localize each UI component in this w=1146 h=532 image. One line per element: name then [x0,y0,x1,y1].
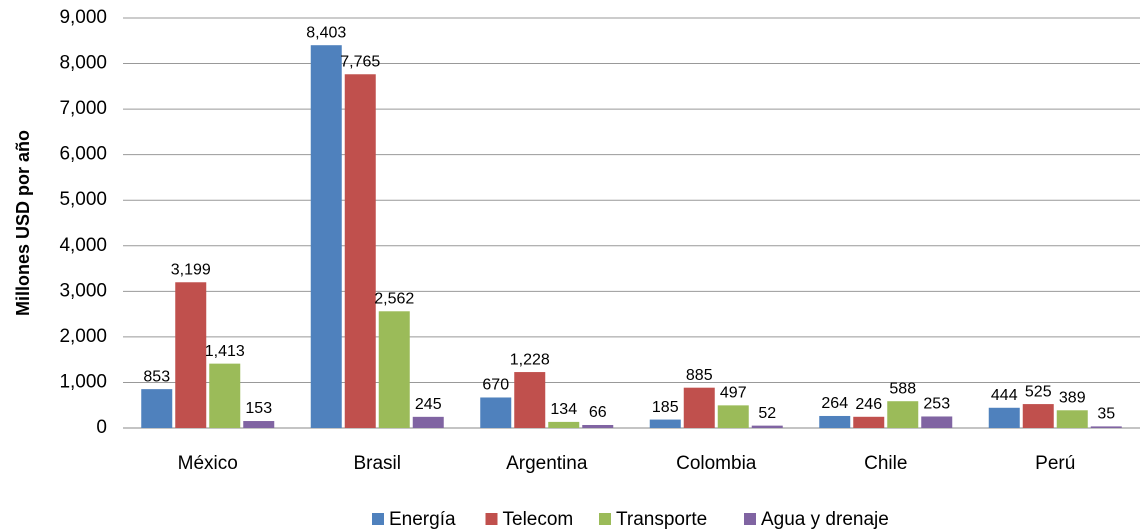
value-label: 525 [1025,383,1052,400]
y-tick-label: 4,000 [59,235,107,256]
x-tick-label: Chile [864,453,907,474]
bar [480,397,512,428]
value-label: 885 [686,367,713,384]
bar [548,421,580,428]
y-tick-label: 8,000 [59,53,107,74]
bar [310,45,342,429]
value-label: 8,403 [306,24,346,41]
y-tick-label: 2,000 [59,326,107,347]
y-axis-title: Millones USD por año [13,130,33,316]
legend-swatch [485,513,498,525]
bar [175,282,207,428]
bar [649,419,681,428]
bar [243,421,275,428]
y-tick-label: 7,000 [59,98,107,119]
y-tick-label: 3,000 [59,280,107,301]
value-label: 389 [1059,389,1086,406]
bar [141,389,173,428]
bar [683,387,715,428]
value-label: 444 [991,387,1018,404]
x-tick-label: Argentina [506,453,588,474]
legend-label: Transporte [616,509,707,530]
x-tick-label: Brasil [353,453,401,474]
y-tick-label: 0 [96,417,107,438]
value-label: 588 [889,380,916,397]
value-label: 52 [758,405,776,422]
bar [1056,410,1088,428]
value-label: 66 [589,404,607,421]
y-tick-label: 6,000 [59,144,107,165]
legend-label: Telecom [503,509,574,530]
bar [582,424,614,428]
bar [1022,404,1054,428]
value-label: 264 [821,395,848,412]
legend-label: Agua y drenaje [761,509,889,530]
legend-swatch [372,513,384,525]
bar [819,415,851,428]
bar [1090,426,1122,428]
bar [853,416,885,428]
legend-swatch [599,513,611,525]
bar [717,405,749,428]
bar [344,74,376,428]
value-label: 670 [482,377,509,394]
value-label: 1,413 [205,343,245,360]
value-label: 246 [855,396,882,413]
bar [378,311,410,428]
bar [514,372,546,428]
bar [921,416,953,428]
x-tick-label: Perú [1035,453,1075,474]
value-label: 185 [652,399,679,416]
x-tick-label: Colombia [676,453,757,474]
value-label: 35 [1097,406,1115,423]
bar [988,407,1020,428]
legend-swatch [744,513,756,525]
bar [412,416,444,428]
value-label: 7,765 [340,53,380,70]
value-label: 853 [143,368,170,385]
value-label: 1,228 [510,351,550,368]
x-tick-label: México [178,453,238,474]
value-label: 3,199 [171,261,211,278]
value-label: 134 [550,401,577,418]
value-label: 2,562 [374,291,414,308]
value-label: 245 [415,396,442,413]
bar [209,363,241,428]
value-label: 497 [720,385,747,402]
bar [887,401,919,428]
y-tick-label: 5,000 [59,189,107,210]
legend-label: Energía [389,509,456,530]
value-label: 253 [923,396,950,413]
y-tick-label: 1,000 [59,371,107,392]
y-tick-label: 9,000 [59,7,107,28]
bar [751,425,783,428]
value-label: 153 [245,400,272,417]
